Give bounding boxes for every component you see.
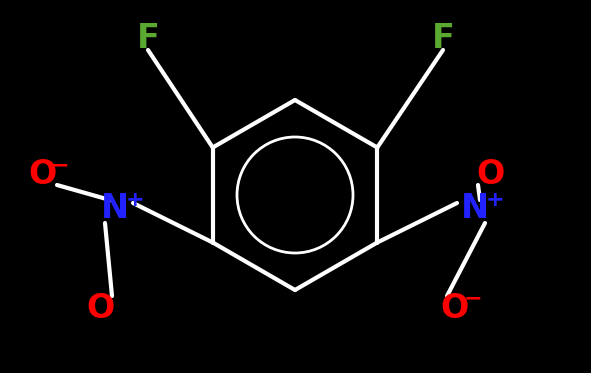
Text: O: O <box>28 159 56 191</box>
Text: O: O <box>441 292 469 325</box>
Text: O: O <box>86 292 114 325</box>
Text: F: F <box>137 22 160 54</box>
Text: F: F <box>431 22 454 54</box>
Text: N: N <box>461 191 489 225</box>
Text: −: − <box>464 288 482 308</box>
Text: +: + <box>486 190 504 210</box>
Text: −: − <box>51 155 69 175</box>
Text: O: O <box>476 159 504 191</box>
Text: +: + <box>126 190 144 210</box>
Text: N: N <box>101 191 129 225</box>
